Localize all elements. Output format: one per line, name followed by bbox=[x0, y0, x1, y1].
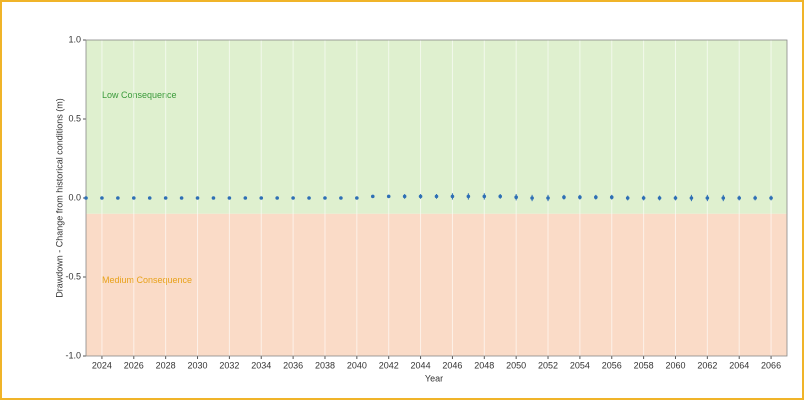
x-tick-label: 2050 bbox=[506, 360, 526, 370]
point bbox=[450, 194, 455, 199]
x-tick-label: 2064 bbox=[729, 360, 749, 370]
point bbox=[769, 196, 773, 200]
point bbox=[275, 196, 279, 200]
point bbox=[482, 194, 487, 199]
x-tick-label: 2032 bbox=[219, 360, 239, 370]
x-tick-label: 2036 bbox=[283, 360, 303, 370]
point bbox=[291, 196, 295, 200]
point bbox=[562, 195, 566, 200]
x-tick-label: 2062 bbox=[697, 360, 717, 370]
point bbox=[657, 196, 662, 200]
x-tick-label: 2046 bbox=[442, 360, 462, 370]
x-tick-label: 2034 bbox=[251, 360, 271, 370]
point bbox=[498, 194, 503, 199]
point bbox=[227, 196, 232, 200]
x-tick-label: 2026 bbox=[124, 360, 144, 370]
point bbox=[195, 196, 200, 200]
point bbox=[339, 196, 343, 200]
point bbox=[179, 196, 184, 200]
point bbox=[355, 196, 359, 200]
x-tick-label: 2058 bbox=[634, 360, 654, 370]
x-tick-label: 2048 bbox=[474, 360, 494, 370]
point bbox=[147, 196, 152, 200]
point bbox=[243, 196, 248, 200]
point bbox=[737, 196, 742, 200]
y-tick-label: -0.5 bbox=[65, 271, 81, 281]
point bbox=[546, 196, 550, 200]
x-tick-label: 2042 bbox=[379, 360, 399, 370]
x-axis-label: Year bbox=[425, 373, 443, 383]
point bbox=[705, 196, 710, 200]
point bbox=[211, 196, 216, 200]
zone-label: Low Consequence bbox=[102, 90, 177, 100]
point bbox=[323, 196, 327, 200]
zone bbox=[86, 213, 787, 356]
x-tick-label: 2060 bbox=[665, 360, 685, 370]
x-tick-label: 2030 bbox=[188, 360, 208, 370]
point bbox=[530, 196, 534, 200]
point bbox=[594, 195, 598, 200]
x-tick-label: 2028 bbox=[156, 360, 176, 370]
x-tick-label: 2038 bbox=[315, 360, 335, 370]
y-tick-label: 1.0 bbox=[68, 34, 81, 44]
point bbox=[163, 196, 168, 200]
zone bbox=[86, 40, 787, 214]
point bbox=[402, 194, 407, 199]
x-tick-label: 2024 bbox=[92, 360, 112, 370]
point bbox=[641, 196, 646, 200]
point bbox=[753, 196, 757, 200]
point bbox=[609, 195, 614, 200]
y-tick-label: -1.0 bbox=[65, 350, 81, 360]
point bbox=[259, 196, 264, 200]
point bbox=[578, 195, 582, 200]
point bbox=[370, 194, 375, 199]
point bbox=[386, 194, 391, 199]
point bbox=[514, 195, 518, 200]
y-tick-label: 0.5 bbox=[68, 113, 81, 123]
x-tick-label: 2066 bbox=[761, 360, 781, 370]
point bbox=[625, 196, 630, 200]
point bbox=[100, 196, 104, 200]
point bbox=[418, 194, 423, 199]
point bbox=[84, 196, 88, 200]
x-tick-label: 2054 bbox=[570, 360, 590, 370]
point bbox=[434, 194, 439, 199]
point bbox=[131, 196, 136, 200]
point bbox=[673, 196, 678, 200]
x-tick-label: 2052 bbox=[538, 360, 558, 370]
x-tick-label: 2040 bbox=[347, 360, 367, 370]
point bbox=[466, 194, 471, 199]
x-tick-label: 2044 bbox=[411, 360, 431, 370]
point bbox=[307, 196, 311, 200]
x-tick-label: 2056 bbox=[602, 360, 622, 370]
point bbox=[116, 196, 120, 200]
point bbox=[689, 196, 694, 200]
y-axis-label: Drawdown - Change from historical condit… bbox=[54, 98, 64, 298]
point bbox=[721, 196, 726, 200]
y-tick-label: 0.0 bbox=[68, 192, 81, 202]
zone-label: Medium Consequence bbox=[102, 275, 192, 285]
